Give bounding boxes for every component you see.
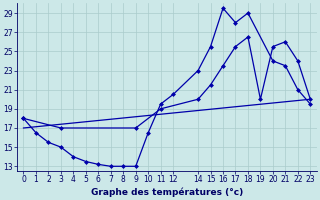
X-axis label: Graphe des températures (°c): Graphe des températures (°c) — [91, 187, 243, 197]
